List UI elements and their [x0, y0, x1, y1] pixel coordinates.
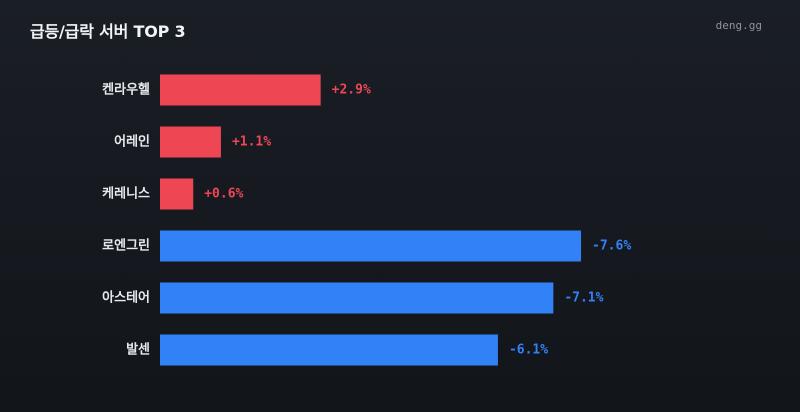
value-label: +0.6% [204, 187, 243, 202]
value-label: +2.9% [332, 83, 371, 98]
bar [160, 282, 554, 314]
brand-watermark: deng.gg [715, 19, 762, 32]
category-label: 발센 [126, 342, 150, 358]
category-label: 켄라우헬 [102, 82, 150, 98]
category-label: 로엔그린 [102, 238, 150, 254]
category-label: 케레니스 [102, 187, 150, 202]
bar [160, 230, 582, 262]
value-label: -7.1% [564, 291, 603, 306]
bar [160, 178, 194, 210]
bar [160, 74, 321, 106]
bar [160, 334, 498, 366]
bar [160, 126, 221, 158]
value-label: -7.6% [592, 239, 631, 254]
category-label: 아스테어 [102, 290, 150, 306]
value-label: +1.1% [232, 135, 271, 150]
value-label: -6.1% [509, 343, 548, 358]
chart-title: 급등/급락 서버 TOP 3 [30, 22, 186, 41]
category-label: 어레인 [114, 134, 150, 150]
